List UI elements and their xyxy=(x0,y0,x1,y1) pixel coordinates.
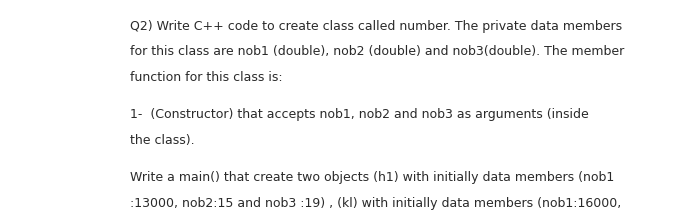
Text: :13000, nob2:15 and nob3 :19) , (kl) with initially data members (nob1:16000,: :13000, nob2:15 and nob3 :19) , (kl) wit… xyxy=(130,197,621,210)
Text: for this class are nob1 (double), nob2 (double) and nob3(double). The member: for this class are nob1 (double), nob2 (… xyxy=(130,45,624,58)
Text: the class).: the class). xyxy=(130,134,194,147)
Text: function for this class is:: function for this class is: xyxy=(130,71,282,84)
Text: 1-  (Constructor) that accepts nob1, nob2 and nob3 as arguments (inside: 1- (Constructor) that accepts nob1, nob2… xyxy=(130,108,588,121)
Text: Q2) Write C++ code to create class called number. The private data members: Q2) Write C++ code to create class calle… xyxy=(130,20,622,33)
Text: Write a main() that create two objects (h1) with initially data members (nob1: Write a main() that create two objects (… xyxy=(130,171,614,184)
